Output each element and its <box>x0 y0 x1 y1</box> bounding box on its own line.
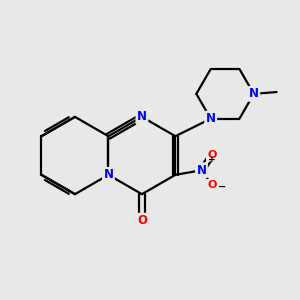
Text: N: N <box>206 112 216 125</box>
Text: O: O <box>207 180 217 190</box>
Text: +: + <box>208 155 216 164</box>
Text: N: N <box>137 110 147 123</box>
Text: N: N <box>103 168 113 181</box>
Text: N: N <box>196 164 206 177</box>
Text: −: − <box>218 182 226 192</box>
Text: N: N <box>249 87 259 101</box>
Text: O: O <box>137 214 147 227</box>
Text: O: O <box>207 150 217 160</box>
